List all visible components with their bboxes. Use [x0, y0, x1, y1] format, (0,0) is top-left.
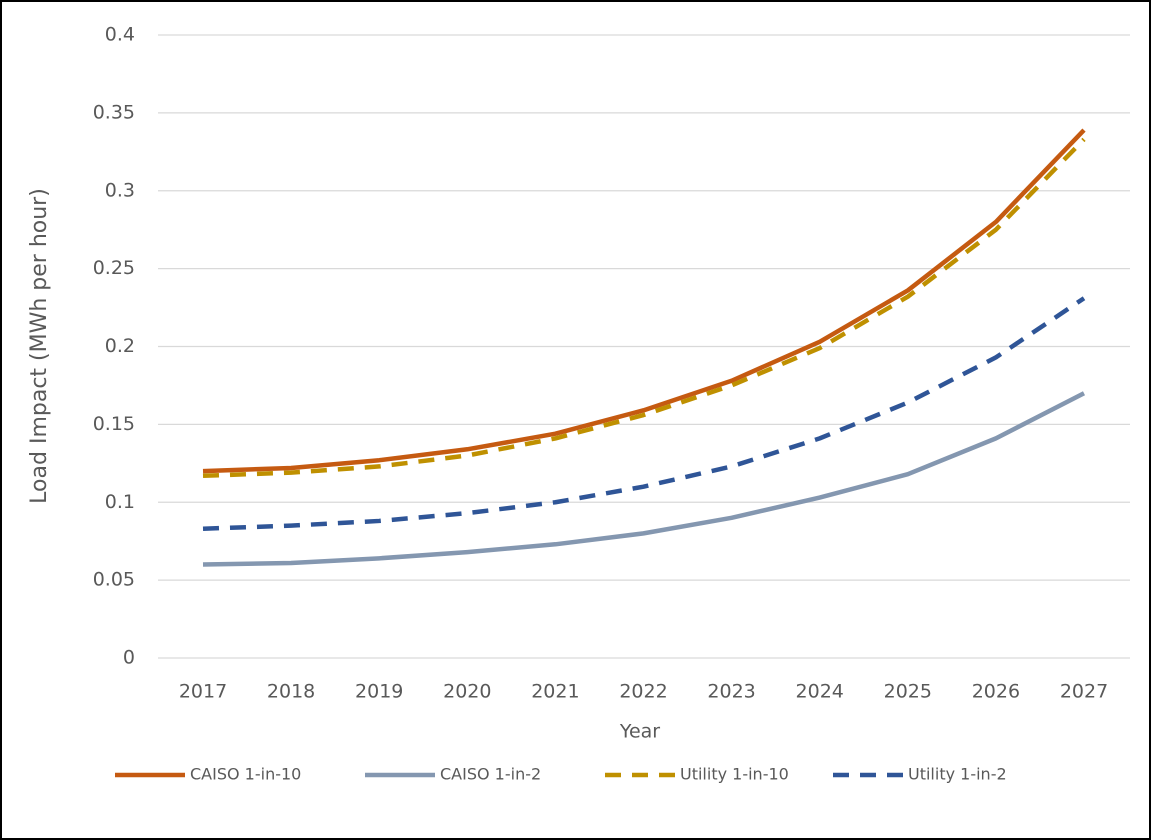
x-tick-label: 2027 — [1060, 681, 1108, 703]
legend-label: CAISO 1-in-2 — [440, 765, 541, 784]
x-tick-label: 2017 — [179, 681, 227, 703]
series-line — [202, 391, 1086, 567]
y-tick-label: 0 — [123, 647, 135, 669]
y-tick-label: 0.15 — [93, 413, 135, 435]
y-tick-label: 0.35 — [93, 101, 135, 123]
x-tick-label: 2021 — [531, 681, 579, 703]
legend: CAISO 1-in-10 CAISO 1-in-2 Utility 1-in-10… — [115, 765, 1007, 784]
y-tick-label: 0.3 — [105, 179, 135, 201]
y-tick-label: 0.1 — [105, 491, 135, 513]
x-tick-label: 2019 — [355, 681, 403, 703]
x-axis-label: Year — [619, 721, 660, 743]
x-tick-label: 2022 — [619, 681, 667, 703]
y-tick-label: 0.25 — [93, 257, 135, 279]
x-tick-label: 2026 — [972, 681, 1020, 703]
y-tick-label: 0.2 — [105, 335, 135, 357]
series-line — [202, 128, 1086, 474]
legend-label: Utility 1-in-10 — [680, 765, 789, 784]
y-tick-label: 0.4 — [105, 24, 135, 46]
series-line — [202, 137, 1086, 479]
y-axis-label: Load Impact (MWh per hour) — [27, 188, 52, 504]
x-tick-label: 2024 — [796, 681, 844, 703]
y-tick-label: 0.05 — [93, 569, 135, 591]
legend-label: Utility 1-in-2 — [908, 765, 1007, 784]
x-tick-label: 2018 — [267, 681, 315, 703]
x-tick-label: 2020 — [443, 681, 491, 703]
x-tick-label: 2023 — [707, 681, 755, 703]
series-line — [202, 296, 1086, 531]
x-tick-label: 2025 — [884, 681, 932, 703]
legend-label: CAISO 1-in-10 — [190, 765, 301, 784]
